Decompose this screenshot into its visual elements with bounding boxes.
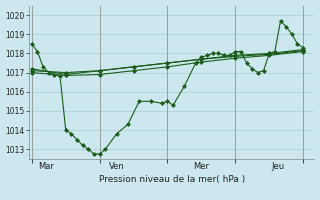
X-axis label: Pression niveau de la mer( hPa ): Pression niveau de la mer( hPa ) [99,175,245,184]
Text: Ven: Ven [109,162,124,171]
Text: Mer: Mer [193,162,209,171]
Text: Mar: Mar [38,162,54,171]
Text: Jeu: Jeu [271,162,284,171]
